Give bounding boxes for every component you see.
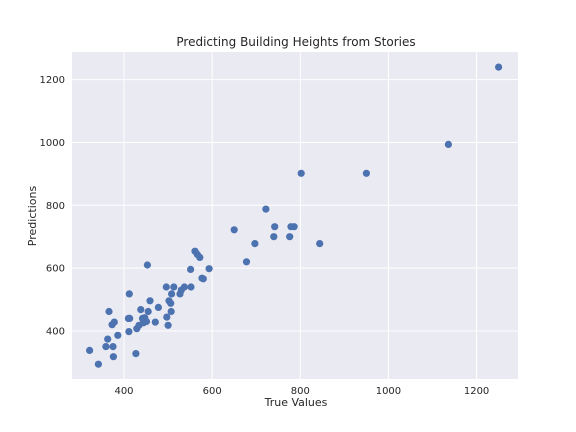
data-point xyxy=(168,290,176,298)
y-tick-label: 600 xyxy=(46,264,65,275)
data-point xyxy=(167,307,175,316)
data-point xyxy=(126,314,134,322)
data-point xyxy=(242,258,251,266)
data-point xyxy=(180,283,188,291)
y-tick-label: 1000 xyxy=(40,138,65,149)
data-point xyxy=(187,283,195,291)
data-point xyxy=(187,265,195,273)
data-point xyxy=(137,306,145,314)
data-point xyxy=(290,223,298,231)
x-axis-label: True Values xyxy=(264,396,328,409)
x-tick-label: 600 xyxy=(203,386,222,397)
data-point xyxy=(146,297,154,305)
data-point xyxy=(362,169,370,177)
x-tick-label: 400 xyxy=(114,386,133,397)
data-point xyxy=(251,240,259,248)
data-point xyxy=(164,321,172,329)
x-axis-ticks: 400 600 800 1000 1200 xyxy=(114,386,489,397)
x-tick-label: 1200 xyxy=(464,386,489,397)
data-points xyxy=(86,63,503,368)
data-point xyxy=(102,343,110,351)
data-point xyxy=(105,307,113,316)
data-point xyxy=(125,328,133,336)
data-point xyxy=(271,223,279,231)
data-point xyxy=(297,169,305,177)
grid xyxy=(72,52,518,379)
data-point xyxy=(109,353,117,361)
data-point xyxy=(286,233,294,241)
y-tick-label: 1200 xyxy=(40,75,65,86)
data-point xyxy=(109,343,117,351)
data-point xyxy=(94,360,102,368)
data-point xyxy=(104,335,112,343)
data-point xyxy=(114,331,122,339)
data-point xyxy=(143,261,151,269)
data-point xyxy=(125,290,133,298)
x-tick-label: 1000 xyxy=(376,386,401,397)
data-point xyxy=(86,346,94,354)
data-point xyxy=(154,303,162,311)
chart-title: Predicting Building Heights from Stories xyxy=(176,35,415,49)
data-point xyxy=(262,205,270,213)
data-point xyxy=(142,317,151,326)
data-point xyxy=(144,307,152,316)
y-tick-label: 800 xyxy=(46,201,65,212)
data-point xyxy=(170,283,178,291)
data-point xyxy=(132,350,140,358)
data-point xyxy=(205,265,213,273)
data-point xyxy=(316,240,324,248)
x-tick-label: 800 xyxy=(291,386,310,397)
y-tick-label: 400 xyxy=(46,326,65,337)
data-point xyxy=(270,233,278,241)
data-point xyxy=(163,313,171,321)
data-point xyxy=(110,318,118,326)
data-point xyxy=(495,63,503,71)
y-axis-ticks: 400 600 800 1000 1200 xyxy=(40,75,65,337)
data-point xyxy=(230,226,238,234)
data-point xyxy=(444,140,452,148)
data-point xyxy=(196,253,204,261)
y-axis-label: Predictions xyxy=(26,186,39,247)
data-point xyxy=(199,275,207,283)
data-point xyxy=(151,318,159,326)
data-point xyxy=(167,299,175,307)
data-point xyxy=(162,283,170,291)
